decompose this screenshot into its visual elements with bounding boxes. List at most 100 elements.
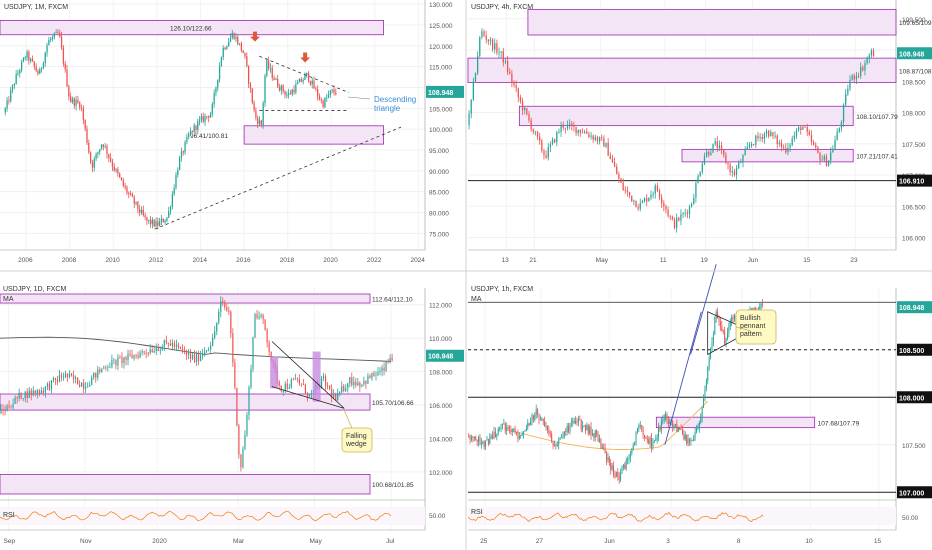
x-tick-label: 2010 xyxy=(105,257,120,264)
h4-candle xyxy=(494,43,496,50)
monthly-candle xyxy=(287,93,290,95)
daily-candle xyxy=(292,379,294,381)
daily-candle xyxy=(157,348,159,351)
zone-box xyxy=(0,293,371,304)
y-tick-label: 100.000 xyxy=(429,127,453,134)
h1-candle xyxy=(684,434,686,440)
monthly-candle xyxy=(89,152,92,163)
h1-candle xyxy=(594,430,596,438)
h1-candle xyxy=(545,426,547,427)
panel-daily: 112.000 110.000 108.000 106.000 104.000 102.0… xyxy=(0,286,464,545)
price-tag-bg xyxy=(897,47,932,60)
daily-candle xyxy=(93,372,95,378)
monthly-candle xyxy=(309,81,312,85)
h1-candle xyxy=(707,366,709,381)
h4-candle xyxy=(511,73,513,83)
x-tick-label: 8 xyxy=(737,538,741,545)
monthly-candle xyxy=(19,70,21,74)
daily-candle xyxy=(42,390,44,393)
h1-candle xyxy=(511,429,513,432)
monthly-candle xyxy=(240,43,243,51)
highlight-bar xyxy=(312,351,321,402)
h1-candle xyxy=(597,435,599,442)
zone-box xyxy=(518,105,854,127)
zone-label: 108.10/107.79 xyxy=(856,114,898,121)
h1-candle xyxy=(468,435,470,437)
y-tick-label: 95.000 xyxy=(429,148,449,155)
h1-candle xyxy=(485,440,487,447)
y-tick-label: 108.500 xyxy=(902,79,926,86)
daily-candle xyxy=(236,387,238,426)
h4-candle xyxy=(468,113,470,125)
daily-candle xyxy=(4,410,6,412)
daily-candle xyxy=(300,383,302,385)
h1-candle xyxy=(562,436,564,438)
h1-candle xyxy=(681,430,683,434)
daily-candle xyxy=(12,403,14,408)
monthly-candle xyxy=(120,177,123,181)
h4-candle xyxy=(780,142,783,148)
h4-candle xyxy=(549,144,552,148)
daily-candle xyxy=(151,349,153,353)
price-tag-label: 108.948 xyxy=(899,51,924,58)
y-tick-label: 102.000 xyxy=(429,470,453,477)
h1-candle xyxy=(669,421,671,425)
h4-candle xyxy=(731,171,733,173)
daily-candle xyxy=(115,359,117,366)
price-tag-bg xyxy=(426,349,464,362)
monthly-candle xyxy=(153,219,155,227)
h1-candle xyxy=(718,318,720,322)
daily-candle xyxy=(379,371,381,373)
h1-candle xyxy=(680,429,682,431)
monthly-candle xyxy=(50,39,52,41)
daily-candle xyxy=(290,379,292,388)
h1-candle xyxy=(518,436,520,439)
h4-candle xyxy=(654,185,656,194)
h4-candle xyxy=(569,123,571,125)
monthly-candle xyxy=(175,174,177,189)
h4-candle xyxy=(772,131,774,137)
h1-candle xyxy=(487,439,489,444)
daily-candle xyxy=(135,355,137,357)
h4-candle xyxy=(755,135,757,145)
h4-candle xyxy=(637,207,639,209)
h4-candle xyxy=(768,130,770,137)
daily-candle xyxy=(264,319,266,330)
h4-candle xyxy=(823,156,825,160)
h4-candle xyxy=(571,123,573,126)
h4-candle xyxy=(605,142,607,147)
h1-candle xyxy=(703,396,705,408)
daily-candle xyxy=(107,367,109,369)
monthly-candle xyxy=(304,74,306,81)
h4-candle xyxy=(776,135,778,145)
h1-candle xyxy=(507,427,509,429)
h4-candle xyxy=(748,145,751,147)
daily-candle xyxy=(85,386,87,389)
panel-monthly-bg xyxy=(0,0,466,268)
h1-candle xyxy=(649,437,651,444)
h1-candle xyxy=(563,431,565,437)
h4-candle xyxy=(564,127,567,129)
h1-candle xyxy=(760,303,762,306)
daily-candle xyxy=(308,393,311,397)
h4-candle xyxy=(834,140,836,149)
monthly-candle xyxy=(88,142,90,153)
h1-candle xyxy=(624,464,626,469)
h4-candle xyxy=(631,195,633,202)
daily-candle xyxy=(10,407,12,409)
daily-candle xyxy=(14,397,16,404)
monthly-candle xyxy=(91,162,94,168)
daily-candle xyxy=(248,387,250,415)
h1-candle xyxy=(601,447,603,449)
h1-candle xyxy=(631,449,633,453)
daily-candle xyxy=(119,357,121,359)
daily-candle xyxy=(335,394,337,401)
h4-candle xyxy=(650,195,652,198)
h4-candle xyxy=(658,190,661,198)
h4-candle xyxy=(866,58,868,64)
h4-candle xyxy=(862,67,864,71)
daily-candle xyxy=(161,346,163,350)
h4-candle xyxy=(573,125,575,127)
monthly-candle xyxy=(22,57,25,62)
monthly-candle xyxy=(315,88,317,90)
